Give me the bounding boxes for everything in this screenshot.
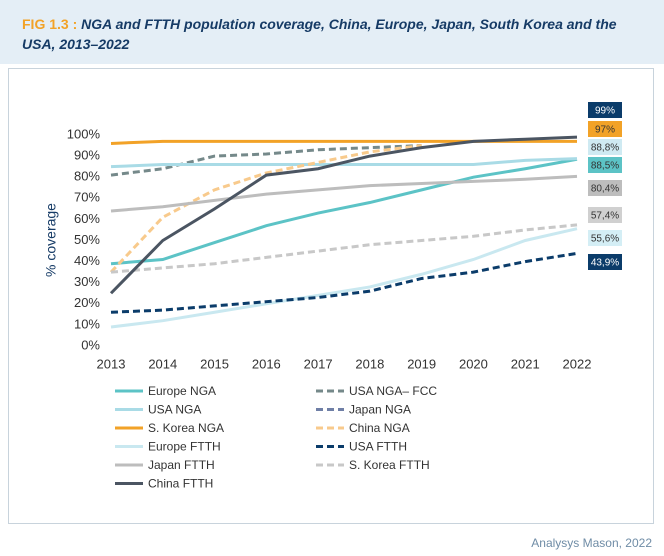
end-label-box: [588, 121, 622, 137]
x-tick-label: 2020: [459, 356, 488, 371]
legend-label: Europe FTTH: [148, 440, 221, 454]
legend-label: Europe NGA: [148, 384, 216, 398]
end-label-box: [588, 207, 622, 223]
end-label: 55,6%: [591, 234, 619, 245]
end-label: 97%: [595, 125, 615, 136]
y-tick-label: 20%: [74, 295, 100, 310]
figure-label: FIG 1.3 :: [22, 16, 78, 32]
x-tick-label: 2022: [563, 356, 592, 371]
chart-title: NGA and FTTH population coverage, China,…: [22, 16, 617, 52]
y-tick-label: 40%: [74, 253, 100, 268]
series-line: [110, 251, 578, 314]
end-label-box: [588, 157, 622, 173]
x-tick-label: 2013: [97, 356, 126, 371]
x-tick-label: 2021: [511, 356, 540, 371]
legend-label: Japan NGA: [349, 403, 411, 417]
x-tick-label: 2015: [200, 356, 229, 371]
end-label: 80,4%: [591, 184, 619, 195]
end-label-box: [588, 230, 622, 246]
series-line: [110, 157, 578, 266]
series-line: [109, 144, 422, 274]
end-label: 88,5%: [591, 161, 619, 172]
x-tick-label: 2017: [304, 356, 333, 371]
series-line: [110, 139, 577, 145]
series-line: [110, 157, 578, 169]
y-tick-label: 60%: [74, 211, 100, 226]
legend-label: China FTTH: [148, 477, 213, 491]
legend-label: Japan FTTH: [148, 458, 215, 472]
y-tick-label: 10%: [74, 316, 100, 331]
y-tick-label: 50%: [74, 232, 100, 247]
end-label-box: [588, 139, 622, 155]
title-block: FIG 1.3 : NGA and FTTH population covera…: [22, 14, 642, 54]
x-tick-label: 2014: [148, 356, 177, 371]
x-tick-label: 2018: [355, 356, 384, 371]
header: [0, 0, 664, 64]
legend-label: USA FTTH: [349, 440, 407, 454]
end-label-box: [588, 180, 622, 196]
y-tick-label: 30%: [74, 274, 100, 289]
legend-label: S. Korea FTTH: [349, 458, 430, 472]
x-tick-label: 2016: [252, 356, 281, 371]
y-tick-label: 0%: [81, 337, 100, 352]
x-tick-label: 2019: [407, 356, 436, 371]
series-line: [110, 223, 578, 274]
y-tick-label: 80%: [74, 169, 100, 184]
end-label: 88,8%: [591, 143, 619, 154]
legend-label: USA NGA– FCC: [349, 384, 437, 398]
series-line: [109, 135, 578, 295]
end-label-box: [588, 102, 622, 118]
legend-label: S. Korea NGA: [148, 421, 224, 435]
legend-label: USA NGA: [148, 403, 201, 417]
y-tick-label: 90%: [74, 148, 100, 163]
series-line: [110, 227, 578, 329]
legend-label: China NGA: [349, 421, 410, 435]
source: Analysys Mason, 2022: [531, 536, 652, 550]
end-label: 99%: [595, 106, 615, 117]
chart-frame: [8, 68, 654, 524]
y-tick-label: 70%: [74, 190, 100, 205]
end-label: 57,4%: [591, 211, 619, 222]
series-line: [110, 174, 578, 213]
y-axis-label: % coverage: [43, 203, 59, 277]
y-tick-label: 100%: [67, 126, 101, 141]
series-line: [110, 144, 422, 177]
end-label: 43,9%: [591, 258, 619, 269]
end-label-box: [588, 254, 622, 270]
